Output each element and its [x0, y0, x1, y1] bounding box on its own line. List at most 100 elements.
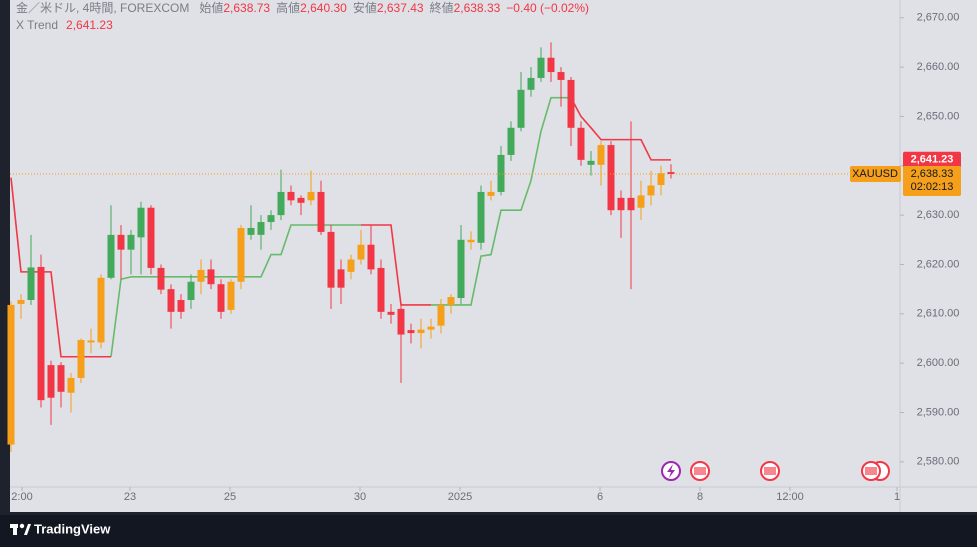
candle-body — [617, 197, 625, 211]
candle-body — [397, 308, 405, 335]
candle-body — [377, 267, 385, 312]
y-tick-label: 2,590.00 — [917, 406, 960, 418]
candle-body — [167, 289, 175, 312]
candle-body — [247, 227, 255, 235]
candle-body — [207, 269, 215, 285]
trend-tag-label: 2,641.23 — [911, 154, 954, 166]
x-tick-label: 30 — [354, 491, 366, 503]
candle-body — [267, 215, 275, 223]
candle-body — [467, 239, 475, 243]
candle-body — [227, 281, 235, 310]
countdown: 02:02:13 — [911, 181, 954, 193]
ohlc-value: 2,638.73 — [223, 1, 270, 15]
footer-bar — [0, 515, 977, 547]
candle-body — [537, 57, 545, 78]
tv-logo — [10, 523, 31, 535]
candle-body — [177, 299, 185, 312]
candle-body — [577, 127, 585, 160]
candle-body — [107, 234, 115, 278]
plot-background — [10, 0, 977, 512]
candle-body — [47, 365, 55, 398]
candle-body — [497, 154, 505, 192]
brand: TradingView — [34, 521, 111, 536]
candle-body — [627, 197, 635, 211]
candle-body — [17, 299, 25, 304]
candle-body — [407, 330, 415, 334]
candle-body — [597, 145, 605, 165]
candle-body — [237, 227, 245, 282]
price-tag — [903, 166, 961, 197]
candle-body — [637, 195, 645, 208]
candle-body — [157, 267, 165, 290]
candle-body — [357, 244, 365, 260]
candle-body — [187, 281, 195, 300]
x-tick-label: 2025 — [448, 491, 472, 503]
candle-body — [607, 145, 615, 211]
candle-body — [437, 304, 445, 326]
x-tick-label: 12:00 — [776, 491, 804, 503]
candle-body — [317, 191, 325, 232]
candle-body — [547, 57, 555, 73]
x-tick-label: 8 — [697, 491, 703, 503]
candle-body — [347, 259, 355, 272]
candle-body — [447, 297, 455, 305]
candle-body — [67, 377, 75, 393]
x-tick-label: 25 — [224, 491, 236, 503]
change: −0.40 (−0.02%) — [506, 1, 589, 15]
candle-body — [87, 340, 95, 343]
candle-body — [7, 304, 15, 445]
y-tick-label: 2,650.00 — [917, 110, 960, 122]
indicator-line: X Trend 2,641.23 — [16, 18, 113, 32]
ohlc-name: 終値 — [430, 0, 454, 15]
candle-body — [507, 127, 515, 155]
candle-body — [137, 207, 145, 238]
candle-body — [487, 191, 495, 196]
trend-tag — [903, 151, 961, 168]
x-tick-label: 2:00 — [11, 491, 32, 503]
candle-body — [337, 269, 345, 288]
y-tick-label: 2,670.00 — [917, 12, 960, 24]
candle-body — [587, 160, 595, 165]
candle-body — [197, 269, 205, 282]
ohlc-value: 2,638.33 — [454, 1, 501, 15]
ohlc-value: 2,637.43 — [377, 1, 424, 15]
candle-body — [127, 234, 135, 250]
price-tag-label: 2,638.33 — [911, 168, 954, 180]
candle-body — [297, 197, 305, 203]
event-icons — [661, 461, 890, 481]
ohlc-name: 安値 — [353, 0, 377, 15]
y-tick-label: 2,630.00 — [917, 209, 960, 221]
x-tick-label: 1 — [894, 491, 900, 503]
symbol-title: 金／米ドル, 4時間, FOREXCOM — [16, 0, 189, 15]
candle-body — [77, 339, 85, 378]
candle-body — [367, 244, 375, 270]
x-tick-label: 6 — [597, 491, 603, 503]
candle-body — [557, 72, 565, 80]
candle-body — [277, 191, 285, 216]
candle-body — [477, 191, 485, 243]
trend-line — [361, 224, 431, 306]
candle-body — [387, 311, 395, 315]
trend-line — [570, 97, 671, 161]
candle-body — [417, 329, 425, 334]
symbol-tag — [850, 166, 901, 183]
y-tick-label: 2,580.00 — [917, 456, 960, 468]
x-tick-label: 23 — [124, 491, 136, 503]
candle-body — [257, 222, 265, 235]
candle-body — [287, 191, 295, 201]
candle-body — [457, 239, 465, 299]
candle-body — [667, 172, 675, 175]
candle-body — [517, 89, 525, 128]
indicator-name: X Trend — [16, 18, 58, 32]
candle-body — [37, 266, 45, 401]
candle-body — [117, 234, 125, 250]
ohlc-name: 高値 — [276, 0, 300, 15]
candle-body — [27, 267, 35, 300]
candle-body — [527, 77, 535, 90]
candle-body — [647, 185, 655, 196]
candle-body — [147, 207, 155, 268]
indicator-value: 2,641.23 — [66, 18, 113, 32]
ohlc-value: 2,640.30 — [300, 1, 347, 15]
